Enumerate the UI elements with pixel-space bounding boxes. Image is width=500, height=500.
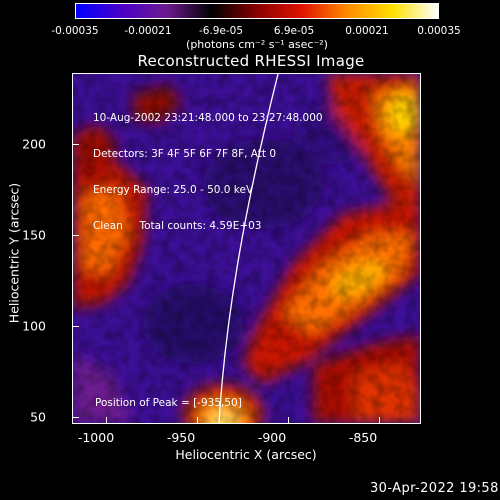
y-tick-label: 150 bbox=[22, 227, 46, 243]
y-tick-label: 50 bbox=[30, 409, 46, 425]
render-timestamp: 30-Apr-2022 19:58 bbox=[370, 481, 499, 496]
x-tick-mark bbox=[197, 417, 198, 424]
colorbar bbox=[75, 3, 439, 19]
colorbar-tick-label: -6.9e-05 bbox=[198, 25, 244, 37]
colorbar-tick-label: -0.00021 bbox=[124, 25, 172, 37]
x-tick-mark bbox=[288, 417, 289, 424]
pixel-texture bbox=[73, 74, 420, 423]
info-detectors: Detectors: 3F 4F 5F 6F 7F 8F, Att 0 bbox=[93, 148, 277, 160]
colorbar-gradient bbox=[76, 4, 438, 18]
info-clean-counts: Clean Total counts: 4.59E+03 bbox=[93, 220, 262, 232]
y-axis-label: Heliocentric Y (arcsec) bbox=[6, 182, 22, 324]
x-tick-label: -1000 bbox=[77, 430, 115, 445]
info-energy-range: Energy Range: 25.0 - 50.0 keV bbox=[93, 184, 254, 196]
y-tick-mark bbox=[72, 326, 79, 327]
x-tick-label: -900 bbox=[257, 430, 287, 445]
colorbar-tick-label: 0.00035 bbox=[417, 25, 461, 37]
y-tick-mark bbox=[72, 144, 79, 145]
x-axis-label: Heliocentric X (arcsec) bbox=[175, 447, 317, 462]
x-tick-label: -950 bbox=[166, 430, 196, 445]
x-tick-label: -850 bbox=[348, 430, 378, 445]
colorbar-tick-label: 6.9e-05 bbox=[273, 25, 315, 37]
plot-title: Reconstructed RHESSI Image bbox=[137, 52, 365, 70]
rhessi-image-panel bbox=[72, 73, 421, 424]
x-tick-mark bbox=[379, 417, 380, 424]
y-tick-mark bbox=[72, 417, 79, 418]
colorbar-tick-label: 0.00021 bbox=[345, 25, 389, 37]
info-time-range: 10-Aug-2002 23:21:48.000 to 23:27:48.000 bbox=[93, 112, 323, 124]
y-tick-label: 100 bbox=[22, 318, 46, 334]
y-tick-label: 200 bbox=[22, 136, 46, 152]
solar-limb-line bbox=[218, 74, 279, 423]
colorbar-tick-label: -0.00035 bbox=[51, 25, 99, 37]
peak-position-label: Position of Peak = [-935,50] bbox=[95, 397, 242, 409]
y-tick-mark bbox=[72, 235, 79, 236]
rhessi-image bbox=[73, 74, 420, 423]
x-tick-mark bbox=[106, 417, 107, 424]
observation-info: 10-Aug-2002 23:21:48.000 to 23:27:48.000… bbox=[93, 88, 323, 244]
colorbar-unit-label: (photons cm⁻² s⁻¹ asec⁻²) bbox=[186, 38, 328, 51]
